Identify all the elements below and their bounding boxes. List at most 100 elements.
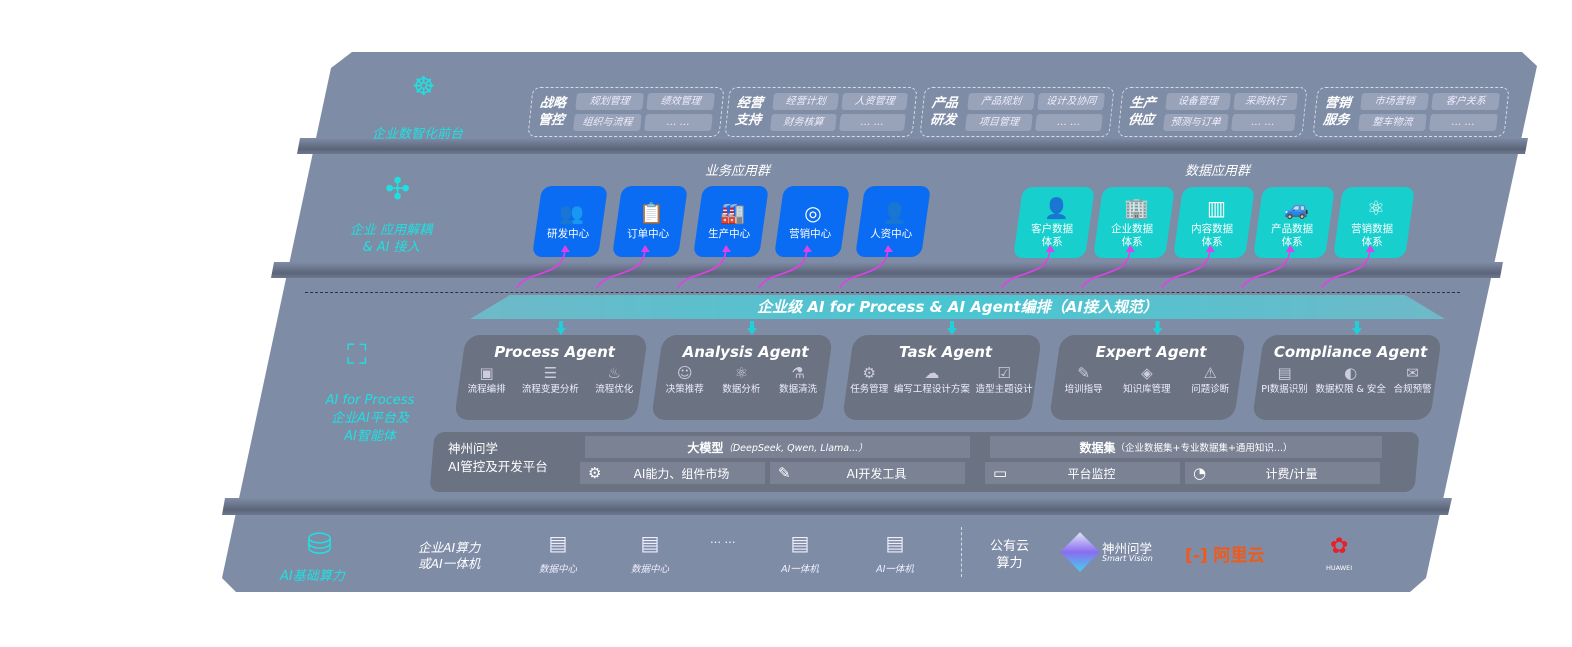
- agent-capability[interactable]: ☑ 造型主题设计: [975, 364, 1033, 395]
- database-icon: ⛁: [307, 527, 333, 562]
- layer-divider: [297, 138, 1528, 154]
- layer-label: 企业 应用解耦 & AI 接入: [350, 223, 433, 255]
- divider: [961, 527, 962, 577]
- capability-icon: ⚛: [734, 364, 749, 382]
- connector-arrow: [1241, 247, 1291, 289]
- server-icon: ▤: [885, 531, 905, 555]
- capability-icon: ☁: [924, 364, 940, 382]
- platform-title: 神州问学 AI管控及开发平台: [448, 441, 548, 474]
- capability-icon: ◐: [1344, 364, 1358, 382]
- agent-capability[interactable]: ⚙ 任务管理: [850, 364, 889, 395]
- agent-capability[interactable]: ☺ 决策推荐: [665, 364, 704, 395]
- brain-icon: ☸: [412, 72, 436, 102]
- huawei-name: HUAWEI: [1326, 564, 1353, 572]
- layer-divider: [271, 262, 1503, 278]
- gauge-icon: ◔: [1193, 464, 1207, 482]
- connector-arrow: [596, 247, 646, 289]
- agent-capability[interactable]: ⚛ 数据分析: [722, 364, 761, 395]
- agent-card[interactable]: Expert Agent ✎ 培训指导 ◈ 知识库管理 ⚠ 问题诊断: [1049, 335, 1246, 420]
- down-arrow-icon: [556, 321, 566, 335]
- shenzhou-name: 神州问学: [1102, 541, 1153, 556]
- agent-name: Analysis Agent: [682, 343, 809, 361]
- enterprise-compute-label: 企业AI算力 或AI一体机: [418, 540, 481, 571]
- platform-tool[interactable]: ◔ 计费/计量: [1185, 462, 1380, 484]
- agent-capability[interactable]: ▣ 流程编排: [467, 364, 506, 395]
- platform-tool[interactable]: ⚙ AI能力、组件市场: [580, 462, 765, 484]
- arrow-head: [1206, 245, 1215, 252]
- aliyun-logo: [-] 阿里云: [1185, 546, 1265, 566]
- agent-capability[interactable]: ✎ 培训指导: [1064, 364, 1103, 395]
- agent-name: Compliance Agent: [1273, 343, 1428, 361]
- server-item: ▤ AI一体机: [765, 531, 835, 575]
- platform-tool[interactable]: ▭ 平台监控: [985, 462, 1180, 484]
- orchestration-banner: [470, 295, 1445, 319]
- arrow-head: [722, 245, 731, 252]
- capability-icon: ⚠: [1203, 364, 1217, 382]
- shenzhou-en: Smart Vision: [1102, 554, 1153, 563]
- agent-capability[interactable]: ⚗ 数据清洗: [779, 364, 818, 395]
- agent-capability[interactable]: ▤ PI数据识别: [1261, 364, 1308, 395]
- banner-text: 企业级 AI for Process & AI Agent编排（AI接入规范）: [757, 298, 1158, 316]
- capability-icon: ▤: [1277, 364, 1292, 382]
- capability-icon: ⚙: [862, 364, 876, 382]
- arrow-head: [1046, 245, 1055, 252]
- capability-icon: ▣: [479, 364, 494, 382]
- platform-tool[interactable]: ✎ AI开发工具: [770, 462, 965, 484]
- arrow-head: [1286, 245, 1295, 252]
- layer-label: AI基础算力: [280, 569, 345, 584]
- market-icon: ⚙: [588, 464, 602, 482]
- agent-capability[interactable]: ◐ 数据权限 & 安全: [1315, 364, 1386, 395]
- molecule-icon: ✣: [385, 172, 411, 207]
- connector-arrows: [516, 245, 1375, 289]
- server-item: ▤ 数据中心: [615, 531, 685, 575]
- agent-capability[interactable]: ☰ 流程变更分析: [521, 364, 579, 395]
- connector-arrow: [677, 247, 727, 289]
- server-item: ▤ AI一体机: [860, 531, 930, 575]
- arrow-head: [1126, 245, 1135, 252]
- capability-icon: ☺: [676, 364, 693, 382]
- capability-icon: ☰: [543, 364, 558, 382]
- agent-capability[interactable]: ✉ 合规预警: [1393, 364, 1432, 395]
- server-icon: ▤: [790, 531, 810, 555]
- dashed-divider: [305, 292, 1460, 293]
- capability-icon: ✎: [1077, 364, 1090, 382]
- agent-name: Task Agent: [899, 343, 993, 361]
- server-icon: ▤: [640, 531, 660, 555]
- layer-divider: [222, 498, 1452, 515]
- arrow-head: [641, 245, 650, 252]
- business-group-title: 业务应用群: [705, 164, 771, 179]
- face-scan-icon: ⛶: [347, 338, 367, 371]
- huawei-logo: ✿: [1330, 534, 1349, 559]
- down-arrow-icon: [1152, 321, 1163, 335]
- agent-card[interactable]: Compliance Agent ▤ PI数据识别 ◐ 数据权限 & 安全 ✉ 合规预警: [1252, 335, 1442, 420]
- agent-name: Process Agent: [494, 343, 615, 361]
- agent-card[interactable]: Task Agent ⚙ 任务管理 ☁ 编写工程设计方案 ☑ 造型主题设计: [842, 335, 1042, 420]
- agent-name: Expert Agent: [1095, 343, 1207, 361]
- arrow-head: [561, 245, 570, 252]
- arrow-head: [803, 245, 812, 252]
- arrow-head: [1366, 245, 1375, 252]
- dev-tool-icon: ✎: [778, 464, 791, 482]
- connector-arrow: [1161, 247, 1211, 289]
- monitor-icon: ▭: [993, 464, 1008, 482]
- connector-arrow: [516, 247, 566, 289]
- layer-label: AI for Process 企业AI平台及 AI智能体: [325, 393, 415, 444]
- agent-card[interactable]: Process Agent ▣ 流程编排 ☰ 流程变更分析 ♨ 流程优化: [454, 335, 648, 420]
- capability-icon: ♨: [607, 364, 621, 382]
- data-group-title: 数据应用群: [1185, 164, 1251, 179]
- dataset-row: 数据集 （企业数据集+专业数据集+通用知识...）: [990, 436, 1382, 458]
- down-arrow-icon: [1352, 321, 1362, 335]
- agent-capability[interactable]: ⚠ 问题诊断: [1191, 364, 1230, 395]
- connector-arrow: [839, 247, 889, 289]
- agent-capability[interactable]: ♨ 流程优化: [595, 364, 634, 395]
- connector-arrow: [1321, 247, 1371, 289]
- server-item: ▤ 数据中心: [523, 531, 593, 575]
- llm-row: 大模型 （DeepSeek, Qwen, Llama...）: [585, 436, 970, 458]
- agent-card[interactable]: Analysis Agent ☺ 决策推荐 ⚛ 数据分析 ⚗ 数据清洗: [651, 335, 833, 420]
- agent-capability[interactable]: ◈ 知识库管理: [1123, 364, 1171, 395]
- agent-capability[interactable]: ☁ 编写工程设计方案: [893, 364, 970, 395]
- down-arrow-icon: [747, 321, 757, 335]
- down-arrow-icon: [947, 321, 957, 335]
- server-icon: ▤: [548, 531, 568, 555]
- capability-icon: ⚗: [791, 364, 805, 382]
